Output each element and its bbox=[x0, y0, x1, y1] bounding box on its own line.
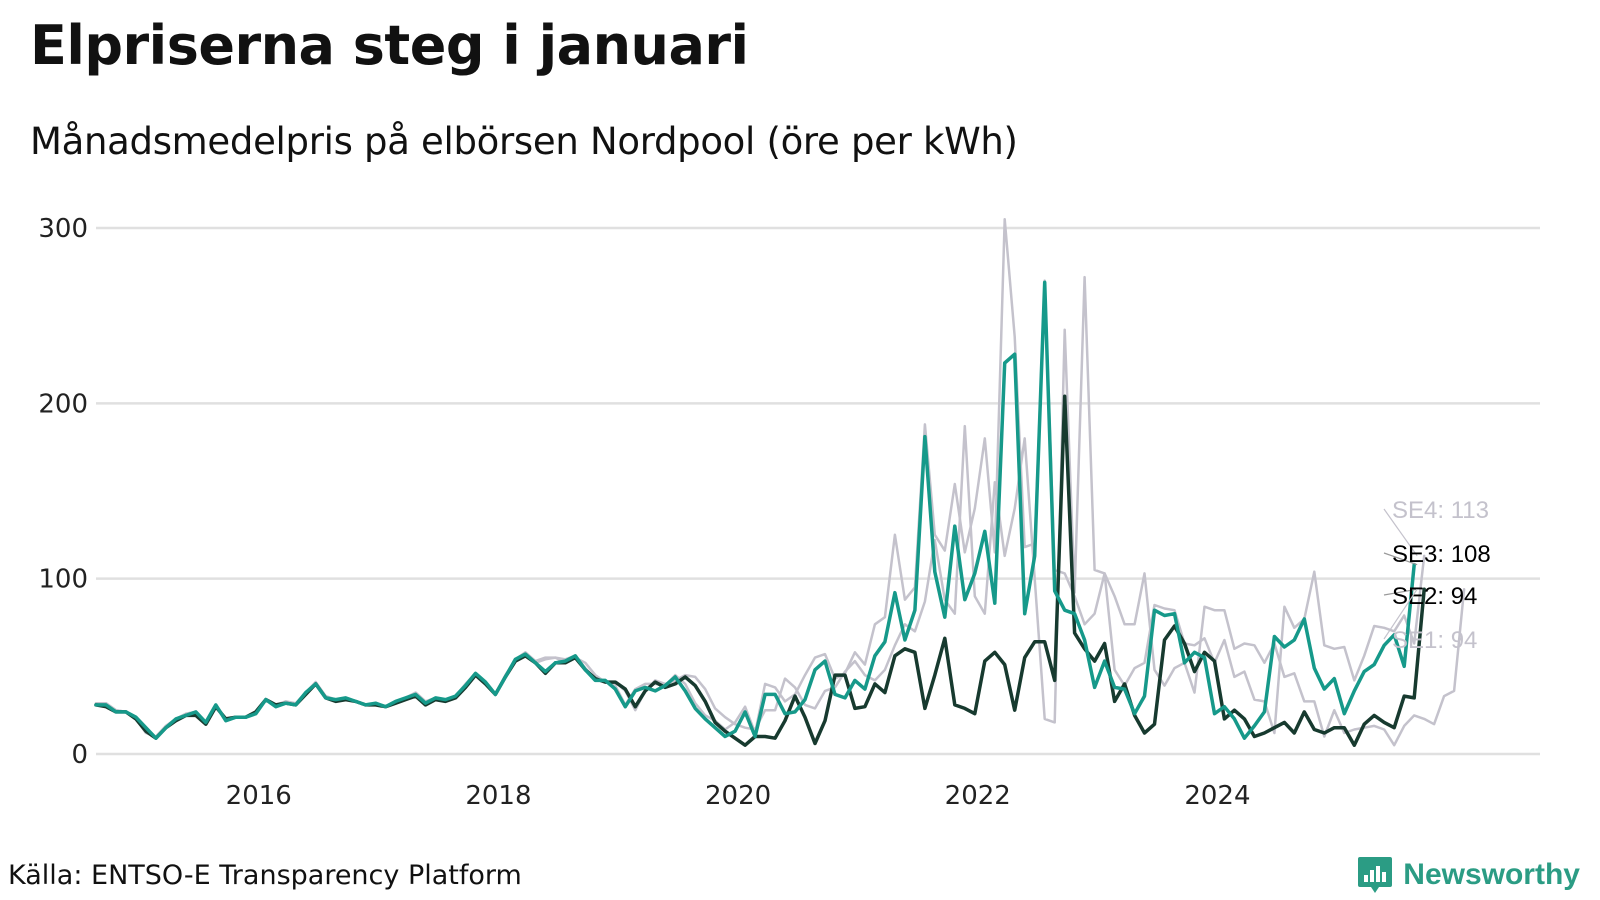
x-tick-label-2018: 2018 bbox=[465, 781, 531, 811]
end-label-se1: SE1: 94 bbox=[1392, 627, 1477, 654]
x-tick-label-2022: 2022 bbox=[945, 781, 1011, 811]
y-tick-label-200: 200 bbox=[38, 389, 88, 419]
series-line-se1 bbox=[94, 275, 1466, 747]
brand-name: Newsworthy bbox=[1403, 858, 1580, 891]
series-line-se3 bbox=[94, 280, 1416, 740]
leader-line-se2 bbox=[1383, 588, 1418, 596]
line-chart: 0 100 200 300 2016 2018 2020 2022 2024 SE4: 113… bbox=[38, 214, 1540, 811]
y-tick-label-100: 100 bbox=[38, 565, 88, 595]
leader-line-se4 bbox=[1383, 508, 1418, 557]
gridlines bbox=[96, 226, 1540, 756]
end-label-se4: SE4: 113 bbox=[1392, 497, 1489, 524]
end-labels: SE4: 113 SE3: 108 SE2: 94 SE1: 94 bbox=[1383, 497, 1491, 654]
y-tick-label-0: 0 bbox=[71, 740, 88, 770]
series-line-se4 bbox=[94, 217, 1426, 740]
leader-line-se3 bbox=[1383, 552, 1418, 566]
x-axis-ticks: 2016 2018 2020 2022 2024 bbox=[226, 781, 1251, 811]
y-tick-label-300: 300 bbox=[38, 214, 88, 244]
y-axis-ticks: 0 100 200 300 bbox=[38, 214, 88, 770]
source-note: Källa: ENTSO-E Transparency Platform bbox=[8, 860, 522, 891]
end-label-se3: SE3: 108 bbox=[1392, 541, 1491, 568]
x-tick-label-2020: 2020 bbox=[705, 781, 771, 811]
chart-title: Elpriserna steg i januari bbox=[30, 14, 749, 77]
x-tick-label-2024: 2024 bbox=[1184, 781, 1250, 811]
series-line-se2 bbox=[94, 394, 1426, 747]
series-lines bbox=[94, 217, 1466, 747]
leader-line-se1 bbox=[1383, 588, 1418, 640]
newsworthy-logo-icon bbox=[1358, 857, 1393, 893]
chart-subtitle: Månadsmedelpris på elbörsen Nordpool (ör… bbox=[30, 120, 1018, 163]
brand-logo[interactable]: Newsworthy bbox=[1357, 855, 1580, 895]
x-tick-label-2016: 2016 bbox=[226, 781, 292, 811]
end-label-se2: SE2: 94 bbox=[1392, 583, 1477, 610]
